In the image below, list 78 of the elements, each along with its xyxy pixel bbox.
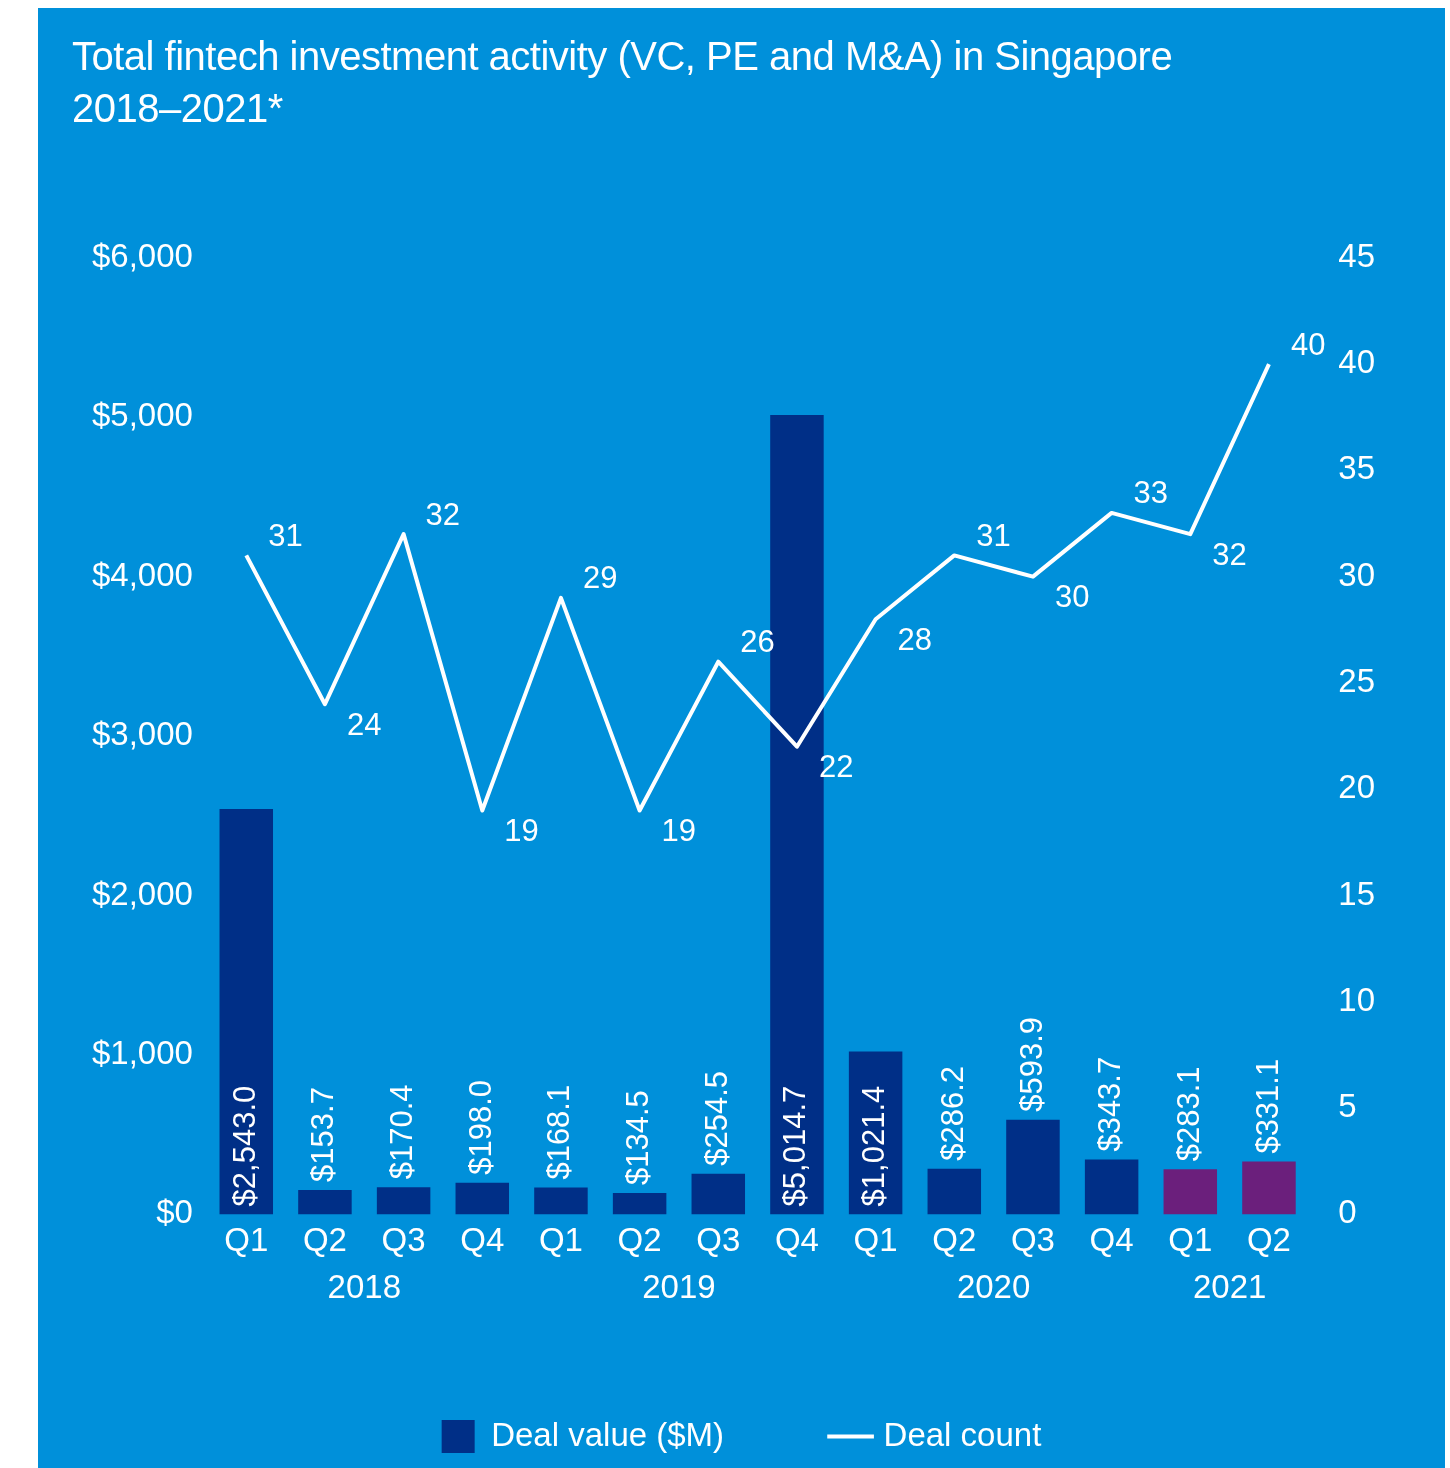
legend-label: Deal value ($M) (491, 1415, 725, 1453)
x-tick-label: Q1 (538, 1221, 583, 1259)
x-tick-label: Q1 (1168, 1221, 1213, 1259)
data-label: 31 (268, 517, 303, 553)
bar (612, 1192, 667, 1215)
x-tick-label: Q4 (1089, 1221, 1134, 1259)
y-tick-label: $2,000 (92, 874, 193, 912)
data-label: $286.2 (934, 1065, 970, 1161)
data-label: 22 (818, 749, 854, 785)
data-label: $283.1 (1170, 1066, 1206, 1162)
data-label: $343.7 (1092, 1056, 1128, 1152)
y2-tick-label: 5 (1338, 1087, 1357, 1125)
bar (1006, 1119, 1060, 1215)
text: 2018 (327, 1267, 401, 1305)
y-tick-label: $6,000 (92, 236, 193, 274)
x-tick-label: Q2 (1246, 1221, 1291, 1259)
y2-tick-label: 0 (1338, 1193, 1357, 1231)
y-tick-label: $1,000 (92, 1034, 193, 1072)
x-tick-label: Q2 (617, 1221, 662, 1259)
bar (455, 1182, 510, 1215)
y-tick-label: $5,000 (92, 396, 193, 434)
x-tick-label: Q3 (1010, 1221, 1055, 1259)
x-tick-label: Q2 (932, 1221, 977, 1259)
bar (1242, 1161, 1296, 1215)
data-label: 32 (1212, 536, 1247, 572)
data-label: $170.4 (384, 1084, 420, 1180)
text: 2019 (642, 1267, 716, 1305)
y-tick-label: $0 (156, 1193, 193, 1231)
data-label: $5,014.7 (777, 1085, 813, 1207)
legend-label: Deal count (883, 1415, 1042, 1453)
bar (298, 1189, 352, 1215)
data-label: $593.9 (1013, 1016, 1049, 1112)
y2-tick-label: 35 (1338, 449, 1376, 487)
data-label: $198.0 (462, 1080, 498, 1175)
x-tick-label: Q1 (224, 1221, 269, 1259)
y-tick-label: $4,000 (92, 555, 193, 593)
x-tick-label: Q3 (381, 1221, 426, 1259)
bar (376, 1187, 431, 1215)
data-label: 31 (976, 517, 1011, 553)
y2-tick-label: 40 (1338, 343, 1376, 381)
y2-tick-label: 30 (1338, 555, 1376, 593)
data-label: 29 (582, 560, 618, 596)
data-label: 19 (661, 813, 697, 849)
y2-tick-label: 45 (1338, 236, 1376, 274)
bar (534, 1187, 588, 1215)
x-tick-label: Q1 (853, 1221, 898, 1259)
chart-title: Total fintech investment activity (VC, PE and M&A) in Singapore 2018–2021* (72, 33, 1174, 132)
data-label: $134.5 (620, 1090, 656, 1185)
bar (691, 1173, 746, 1215)
data-label: $2,543.0 (226, 1085, 262, 1207)
data-label: 19 (504, 813, 539, 849)
text: 2021 (1192, 1267, 1267, 1305)
bar (927, 1168, 982, 1215)
y-tick-label: $3,000 (92, 715, 193, 753)
data-label: 33 (1133, 475, 1169, 511)
data-label: 24 (346, 706, 382, 742)
data-label: $168.1 (541, 1084, 577, 1180)
y2-tick-label: 25 (1338, 662, 1376, 700)
y2-tick-label: 15 (1338, 874, 1376, 912)
x-tick-label: Q4 (460, 1221, 505, 1259)
y2-tick-label: 20 (1338, 768, 1376, 806)
text: 2020 (956, 1267, 1031, 1305)
x-tick-label: Q2 (302, 1221, 347, 1259)
data-label: $1,021.4 (856, 1085, 892, 1207)
data-label: 32 (425, 496, 461, 532)
x-tick-label: Q3 (696, 1221, 741, 1259)
data-label: $331.1 (1249, 1058, 1285, 1154)
data-label: 26 (740, 624, 775, 660)
bar (1084, 1159, 1139, 1215)
x-tick-label: Q4 (774, 1221, 819, 1259)
data-label: $254.5 (698, 1071, 734, 1166)
data-label: 40 (1290, 326, 1326, 362)
y2-tick-label: 10 (1338, 980, 1376, 1018)
bar (219, 808, 274, 1215)
bar (1163, 1169, 1218, 1215)
data-label: 28 (897, 621, 933, 657)
data-label: $153.7 (305, 1087, 341, 1182)
data-label: 30 (1054, 579, 1090, 615)
